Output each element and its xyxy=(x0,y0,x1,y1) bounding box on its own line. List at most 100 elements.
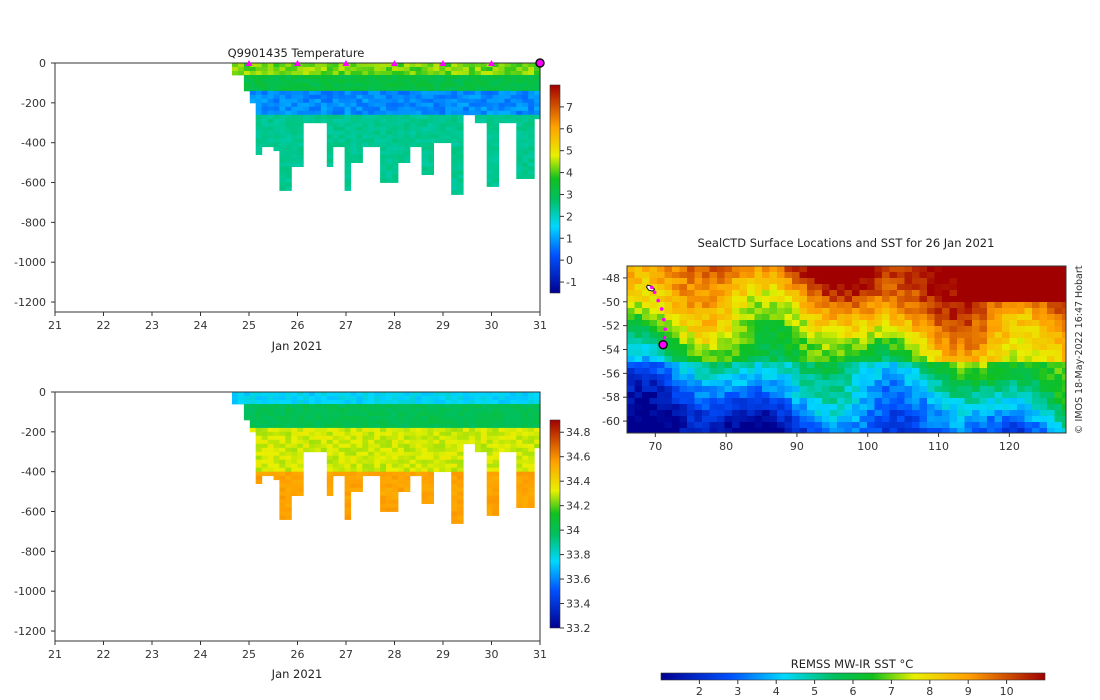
heat-cell xyxy=(403,396,411,401)
y-tick-label: 0 xyxy=(39,57,46,70)
sst-cell xyxy=(882,374,890,381)
sst-cell xyxy=(949,344,958,351)
heat-cell xyxy=(362,439,369,445)
heat-cell xyxy=(356,455,363,461)
heat-cell xyxy=(421,435,428,441)
heat-cell xyxy=(439,94,446,100)
sst-cell xyxy=(919,422,928,429)
sst-cell xyxy=(754,284,763,291)
heat-cell xyxy=(409,122,417,128)
heat-cell xyxy=(374,98,381,104)
sst-cell xyxy=(1002,278,1010,285)
heat-cell xyxy=(374,427,381,433)
heat-cell xyxy=(362,459,369,465)
sst-cell xyxy=(927,350,935,357)
heat-cell xyxy=(492,71,500,76)
sst-cell xyxy=(754,416,763,423)
heat-cell xyxy=(285,467,292,473)
sst-cell xyxy=(1009,332,1018,339)
sst-cell xyxy=(897,320,905,327)
heat-cell xyxy=(403,439,411,445)
sst-cell xyxy=(837,368,845,375)
sst-cell xyxy=(1009,422,1018,429)
sst-cell xyxy=(1054,398,1063,405)
heat-cell xyxy=(332,67,340,72)
heat-cell xyxy=(356,404,363,409)
heat-cell xyxy=(344,82,352,88)
sst-cell xyxy=(1024,344,1033,351)
heat-cell xyxy=(427,130,434,136)
sst-cell xyxy=(994,302,1003,309)
sst-cell xyxy=(957,386,965,393)
heat-cell xyxy=(273,102,280,108)
heat-cell xyxy=(326,463,334,469)
heat-cell xyxy=(380,126,387,132)
sst-cell xyxy=(807,284,815,291)
sst-cell xyxy=(1009,404,1018,411)
heat-cell xyxy=(528,134,535,140)
heat-cell xyxy=(356,102,363,108)
sst-cell xyxy=(964,338,973,345)
heat-cell xyxy=(516,439,523,445)
heat-cell xyxy=(516,427,523,433)
heat-cell xyxy=(362,400,369,405)
sst-cell xyxy=(754,386,763,393)
sst-cell xyxy=(942,272,950,279)
heat-cell xyxy=(291,415,298,421)
sst-cell xyxy=(694,386,703,393)
heat-cell xyxy=(516,447,523,453)
sst-cell xyxy=(769,416,778,423)
heat-cell xyxy=(255,90,263,96)
heat-cell xyxy=(356,86,363,92)
heat-cell xyxy=(374,86,381,92)
sst-cell xyxy=(1024,314,1033,321)
heat-cell xyxy=(362,427,369,433)
heat-cell xyxy=(457,82,464,88)
heat-cell xyxy=(261,423,269,429)
heat-cell xyxy=(332,463,340,469)
sst-cell xyxy=(1032,362,1040,369)
sst-cell xyxy=(1062,380,1067,387)
heat-cell xyxy=(427,98,434,104)
sst-cell xyxy=(979,284,988,291)
sst-cell xyxy=(784,398,793,405)
sst-cell xyxy=(1024,404,1033,411)
sst-cell xyxy=(822,314,830,321)
heat-cell xyxy=(326,443,334,449)
sst-cell xyxy=(979,314,988,321)
sst-cell xyxy=(859,428,868,434)
heat-cell xyxy=(380,435,387,441)
heat-cell xyxy=(362,447,369,453)
heat-cell xyxy=(510,110,517,116)
sst-cell xyxy=(837,374,845,381)
heat-cell xyxy=(344,90,352,96)
sst-cell xyxy=(1047,266,1055,273)
heat-cell xyxy=(350,82,357,88)
heat-cell xyxy=(457,178,464,183)
heat-cell xyxy=(285,396,292,401)
heat-cell xyxy=(314,94,322,100)
heat-cell xyxy=(457,404,464,409)
sst-cell xyxy=(889,380,898,387)
heat-cell xyxy=(415,82,423,88)
heat-cell xyxy=(391,483,399,488)
heat-cell xyxy=(528,423,535,429)
heat-cell xyxy=(474,90,482,96)
heat-cell xyxy=(380,467,387,473)
heat-cell xyxy=(427,90,434,96)
sst-cell xyxy=(867,278,875,285)
heat-cell xyxy=(451,174,458,179)
sst-cell xyxy=(867,380,875,387)
sst-cell xyxy=(867,356,875,363)
sst-cell xyxy=(747,290,755,297)
heat-cell xyxy=(344,400,352,405)
heat-cell xyxy=(338,439,346,445)
heat-cell xyxy=(421,392,428,397)
heat-cell xyxy=(267,471,275,477)
heat-cell xyxy=(291,435,298,441)
sst-cell xyxy=(949,290,958,297)
heat-cell xyxy=(285,122,292,128)
heat-cell xyxy=(362,443,369,449)
sst-cell xyxy=(942,380,950,387)
sst-cell xyxy=(814,356,823,363)
